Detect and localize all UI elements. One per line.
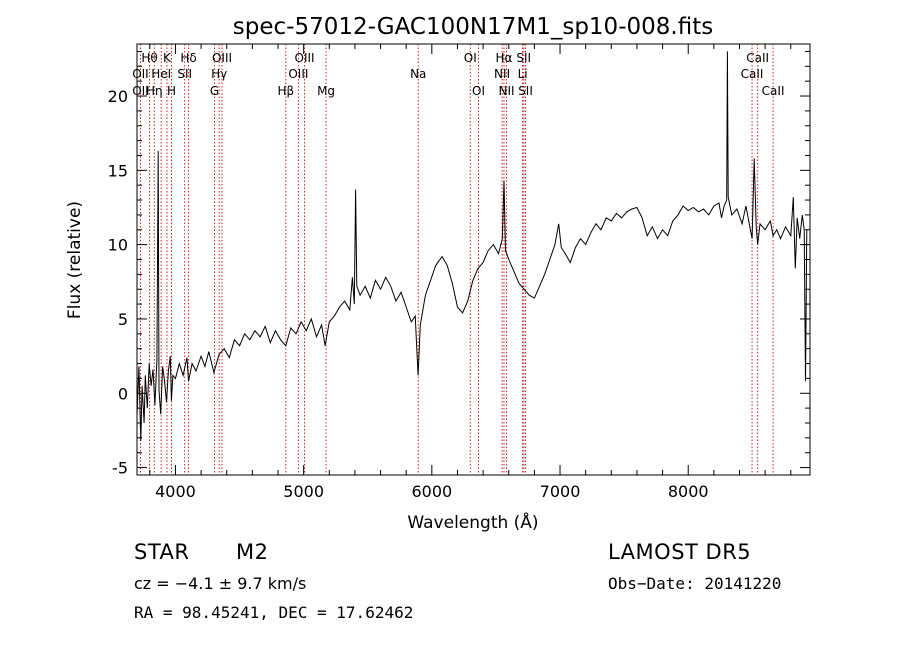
- line-label: CaII: [762, 84, 785, 98]
- line-label: Hβ: [277, 84, 294, 98]
- sky-coordinates: RA = 98.45241, DEC = 17.62462: [134, 603, 414, 622]
- y-tick-label: 20: [108, 87, 128, 106]
- line-label: Na: [410, 67, 426, 81]
- chart-title: spec-57012-GAC100N17M1_sp10-008.fits: [233, 14, 713, 40]
- line-label: OII: [132, 67, 149, 81]
- line-label: Li: [518, 67, 528, 81]
- line-label: OIII: [288, 67, 308, 81]
- line-label: SII: [177, 67, 192, 81]
- line-label: K: [163, 51, 172, 65]
- line-label: NII: [499, 84, 515, 98]
- survey-name: LAMOST DR5: [608, 540, 752, 564]
- line-label: Hγ: [211, 67, 227, 81]
- line-label: OIII: [212, 51, 232, 65]
- x-tick-label: 5000: [283, 482, 324, 501]
- line-label: Hα: [496, 51, 513, 65]
- line-label: CaII: [746, 51, 769, 65]
- line-label: SII: [516, 51, 531, 65]
- line-label: OII: [132, 84, 149, 98]
- object-class: STAR: [134, 540, 190, 564]
- line-label: Hη: [146, 84, 163, 98]
- observation-date: Obs−Date: 20141220: [608, 574, 782, 593]
- line-label: SII: [518, 84, 533, 98]
- x-axis: 4000 5000 6000 7000 8000: [149, 44, 792, 501]
- line-label: CaII: [741, 67, 764, 81]
- y-tick-label: 10: [108, 236, 128, 255]
- y-axis: -5 0 5 10 15 20: [108, 50, 810, 478]
- line-label: NII: [494, 67, 510, 81]
- x-tick-label: 8000: [668, 482, 709, 501]
- y-tick-label: -5: [112, 459, 128, 478]
- line-label: H: [167, 84, 176, 98]
- line-label: Hθ: [141, 51, 157, 65]
- y-tick-label: 5: [118, 310, 128, 329]
- line-label: G: [210, 84, 219, 98]
- object-subclass: M2: [236, 540, 269, 564]
- line-label: Mg: [317, 84, 335, 98]
- line-label: HeI: [151, 67, 171, 81]
- line-label: OIII: [295, 51, 315, 65]
- y-axis-label: Flux (relative): [65, 201, 85, 319]
- spectrum-series-line: [136, 51, 808, 441]
- line-label: OI: [464, 51, 477, 65]
- x-tick-label: 6000: [411, 482, 452, 501]
- x-axis-label: Wavelength (Å): [407, 511, 538, 533]
- line-label: OI: [472, 84, 485, 98]
- spectral-line-markers: [139, 44, 774, 475]
- plot-frame: [136, 43, 811, 476]
- y-tick-label: 15: [108, 161, 128, 180]
- y-tick-label: 0: [118, 384, 128, 403]
- line-label: Hδ: [180, 51, 196, 65]
- x-tick-label: 7000: [540, 482, 581, 501]
- x-tick-label: 4000: [155, 482, 196, 501]
- redshift-velocity: cz = −4.1 ± 9.7 km/s: [134, 574, 307, 593]
